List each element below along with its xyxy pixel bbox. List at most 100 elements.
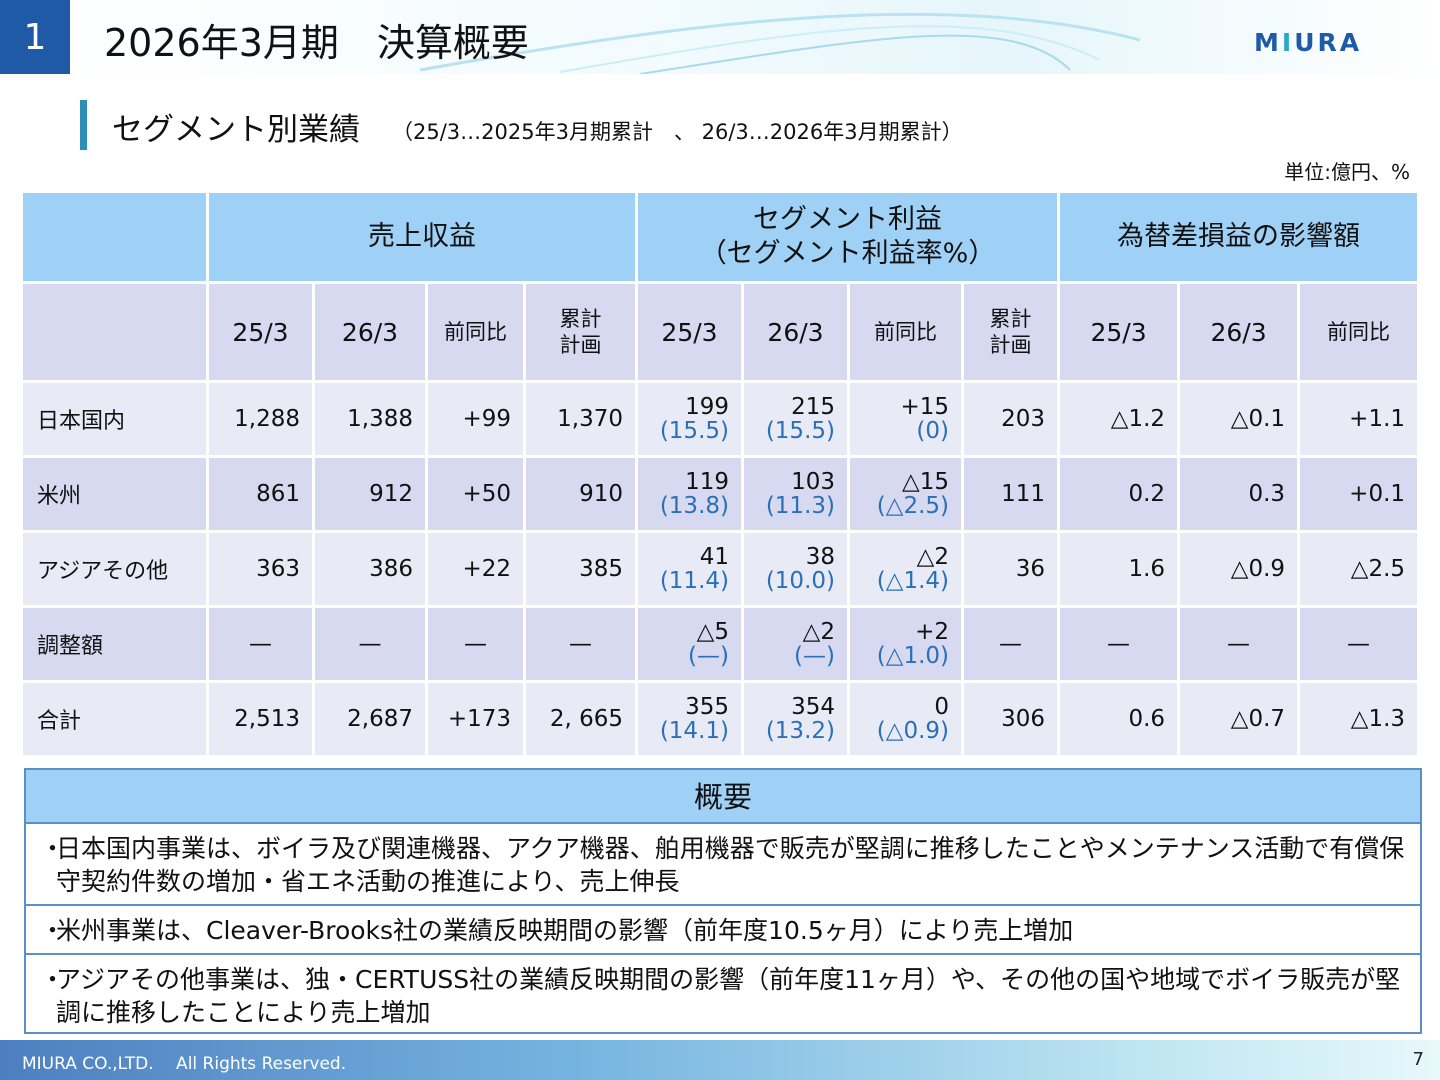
profit-value: 354: [791, 694, 835, 720]
fx-cell: △0.1: [1180, 383, 1298, 455]
summary-text: 日本国内事業は、ボイラ及び関連機器、アクア機器、舶用機器で販売が堅調に推移したこ…: [56, 834, 1405, 896]
fx-cell: △0.9: [1180, 533, 1298, 605]
profit-cell: 355 (14.1): [638, 683, 741, 755]
profit-rate: (△1.4): [876, 568, 949, 594]
revenue-cell: 910: [526, 458, 635, 530]
summary-text: アジアその他事業は、独・CERTUSS社の業績反映期間の影響（前年度11ヶ月）や…: [56, 965, 1401, 1027]
profit-cell: 103 (11.3): [744, 458, 847, 530]
row-label: 調整額: [23, 608, 206, 680]
col-rev-25: 25/3: [209, 284, 312, 380]
fx-cell: 0.6: [1060, 683, 1178, 755]
table-row: 合計 2,513 2,687 +173 2, 665 355 (14.1) 354 (13.2)…: [23, 683, 1418, 755]
fx-cell: △1.3: [1300, 683, 1418, 755]
revenue-cell: +173: [428, 683, 523, 755]
profit-plan-cell: 203: [964, 383, 1058, 455]
col-profit-25: 25/3: [638, 284, 741, 380]
table-group-header: 売上収益 セグメント利益 （セグメント利益率%） 為替差損益の影響額: [23, 193, 1418, 281]
profit-value: 199: [685, 394, 729, 420]
profit-rate: (—): [688, 643, 729, 669]
revenue-cell: 2,687: [315, 683, 425, 755]
profit-plan-cell: 306: [964, 683, 1058, 755]
revenue-cell: 1,288: [209, 383, 312, 455]
col-rev-26: 26/3: [315, 284, 425, 380]
plan-line2: 計画: [559, 333, 602, 357]
fx-cell: —: [1060, 608, 1178, 680]
slide-number: 1: [0, 0, 70, 74]
summary-item: ・ 日本国内事業は、ボイラ及び関連機器、アクア機器、舶用機器で販売が堅調に推移し…: [26, 824, 1420, 906]
profit-rate: (15.5): [659, 418, 729, 444]
profit-stack: +2 (△1.0): [862, 620, 949, 668]
summary-item: ・ アジアその他事業は、独・CERTUSS社の業績反映期間の影響（前年度11ヶ月…: [26, 955, 1420, 1035]
profit-stack: △5 (—): [650, 620, 729, 668]
revenue-cell: 363: [209, 533, 312, 605]
section-title: セグメント別業績: [112, 112, 360, 148]
profit-rate: (11.4): [659, 568, 729, 594]
page-title: 2026年3月期 決算概要: [104, 21, 529, 65]
section-subtitle: （25/3…2025年3月期累計 、 26/3…2026年3月期累計）: [392, 120, 963, 144]
row-label: 米州: [23, 458, 206, 530]
fx-cell: 0.3: [1180, 458, 1298, 530]
profit-stack: △15 (△2.5): [862, 470, 949, 518]
profit-stack: 41 (11.4): [650, 545, 729, 593]
col-profit-26: 26/3: [744, 284, 847, 380]
revenue-cell: —: [315, 608, 425, 680]
revenue-cell: —: [209, 608, 312, 680]
profit-rate: (11.3): [765, 493, 835, 519]
unit-label: 単位:億円、%: [1284, 160, 1410, 184]
profit-value: △15: [902, 469, 949, 495]
profit-cell: 38 (10.0): [744, 533, 847, 605]
table-row: アジアその他 363 386 +22 385 41 (11.4) 38 (10.0) △2 (△1.…: [23, 533, 1418, 605]
profit-stack: 354 (13.2): [756, 695, 835, 743]
profit-cell: 0 (△0.9): [850, 683, 961, 755]
profit-cell: +15 (0): [850, 383, 961, 455]
header-band: [0, 0, 1440, 74]
fx-cell: —: [1300, 608, 1418, 680]
profit-cell: 41 (11.4): [638, 533, 741, 605]
profit-stack: +15 (0): [862, 395, 949, 443]
group-segment-profit-line1: セグメント利益: [753, 204, 943, 235]
profit-cell: 354 (13.2): [744, 683, 847, 755]
revenue-cell: +99: [428, 383, 523, 455]
plan-line1: 累計: [989, 307, 1032, 331]
profit-plan-cell: —: [964, 608, 1058, 680]
section-accent-bar: [80, 100, 87, 150]
fx-cell: +0.1: [1300, 458, 1418, 530]
revenue-cell: 386: [315, 533, 425, 605]
row-label: 合計: [23, 683, 206, 755]
revenue-cell: +50: [428, 458, 523, 530]
revenue-cell: —: [526, 608, 635, 680]
table-row: 米州 861 912 +50 910 119 (13.8) 103 (11.3) △15 (△2.5…: [23, 458, 1418, 530]
plan-line1: 累計: [559, 307, 602, 331]
group-segment-profit: セグメント利益 （セグメント利益率%）: [638, 193, 1058, 281]
fx-cell: △1.2: [1060, 383, 1178, 455]
profit-stack: 215 (15.5): [756, 395, 835, 443]
revenue-cell: 1,370: [526, 383, 635, 455]
profit-rate: (14.1): [659, 718, 729, 744]
plan-line2: 計画: [989, 333, 1032, 357]
col-rev-yoy: 前同比: [428, 284, 523, 380]
profit-rate: (△1.0): [876, 643, 949, 669]
revenue-cell: —: [428, 608, 523, 680]
fx-cell: △2.5: [1300, 533, 1418, 605]
revenue-cell: +22: [428, 533, 523, 605]
fx-cell: 1.6: [1060, 533, 1178, 605]
copyright-text: MIURA CO.,LTD. All Rights Reserved.: [22, 1054, 347, 1074]
profit-value: 38: [805, 544, 835, 570]
profit-rate: (13.2): [765, 718, 835, 744]
profit-rate: (0): [916, 418, 949, 444]
bullet: ・: [40, 834, 66, 863]
profit-rate: (13.8): [659, 493, 729, 519]
profit-cell: 199 (15.5): [638, 383, 741, 455]
profit-rate: (10.0): [765, 568, 835, 594]
revenue-cell: 912: [315, 458, 425, 530]
header-blank-cell: [23, 193, 206, 281]
revenue-cell: 2, 665: [526, 683, 635, 755]
bullet: ・: [40, 916, 66, 945]
row-label: 日本国内: [23, 383, 206, 455]
summary-item: ・ 米州事業は、Cleaver-Brooks社の業績反映期間の影響（前年度10.…: [26, 906, 1420, 955]
revenue-cell: 2,513: [209, 683, 312, 755]
col-fx-yoy: 前同比: [1300, 284, 1418, 380]
revenue-cell: 861: [209, 458, 312, 530]
header-blank-cell: [23, 284, 206, 380]
profit-plan-cell: 36: [964, 533, 1058, 605]
